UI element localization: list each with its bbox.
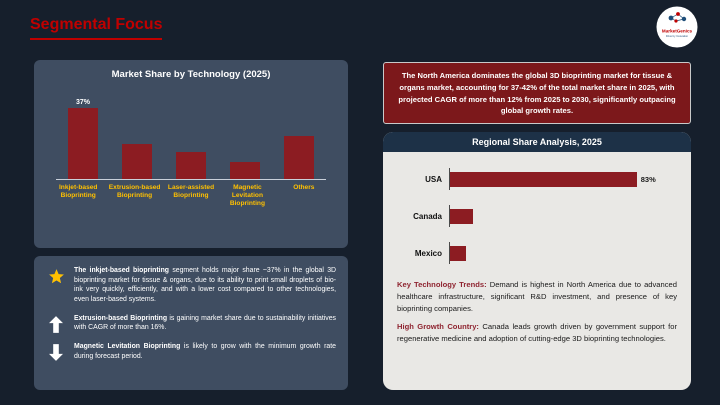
insight-item: Magnetic Levitation Bioprinting is likel… <box>46 342 336 361</box>
logo-circle <box>656 6 698 48</box>
bar-track <box>449 242 675 264</box>
bar-1 <box>68 107 98 179</box>
page-title: Segmental Focus <box>30 16 163 40</box>
star-icon <box>46 266 66 305</box>
bar-data-label: 83% <box>640 174 656 184</box>
region-label: USA <box>425 174 442 184</box>
chart-column <box>218 92 272 179</box>
insight-body: is likely to grow with the minimum growt… <box>74 342 336 360</box>
note-body: Canada leads growth driven by government… <box>397 322 678 344</box>
category-label: Others <box>293 184 315 191</box>
bar-usa <box>450 171 637 187</box>
bar-2 <box>122 144 152 179</box>
chart-column <box>110 92 164 179</box>
bar-5 <box>284 136 314 179</box>
arrow-up-icon <box>46 314 66 333</box>
insight-lead: Magnetic Levitation Bioprinting <box>74 342 181 350</box>
insight-lead: Extrusion-based Bioprinting <box>74 314 168 322</box>
category-label: Laser-assisted Bioprinting <box>167 184 215 199</box>
insight-text: Extrusion-based Bioprinting is gaining m… <box>74 314 336 333</box>
insights-panel: The inkjet-based bioprinting segment hol… <box>34 256 348 390</box>
regional-bar-row: Canada <box>393 205 675 227</box>
insight-item: The inkjet-based bioprinting segment hol… <box>46 266 336 305</box>
north-america-callout: The North America dominates the global 3… <box>383 62 691 124</box>
regional-notes: Key Technology Trends: Demand is highest… <box>397 279 677 345</box>
category-label: Magnetic Levitation Bioprinting <box>229 184 265 207</box>
insight-body: is gaining market share due to sustainab… <box>74 314 337 332</box>
bar-track: 83% <box>449 168 675 190</box>
insight-lead: The inkjet-based bioprinting <box>74 267 170 274</box>
insight-text: The inkjet-based bioprinting segment hol… <box>74 266 336 305</box>
regional-bar-row: Mexico <box>393 242 675 264</box>
region-label: Mexico <box>414 248 442 258</box>
region-label: Canada <box>413 211 442 221</box>
note-lead: High Growth Country: <box>397 322 479 332</box>
insight-body: segment holds major share ~37% in the gl… <box>74 267 336 303</box>
note-item: Key Technology Trends: Demand is highest… <box>397 279 677 314</box>
tech-chart-category-labels: Inkjet-based Bioprinting Extrusion-based … <box>50 184 332 208</box>
bar-track <box>449 205 675 227</box>
bar-canada <box>450 208 473 224</box>
bar-mexico <box>450 245 466 261</box>
tech-chart-plot: 37% <box>56 92 326 180</box>
bar-4 <box>230 161 260 179</box>
tech-share-chart-panel: Market Share by Technology (2025) 37% In… <box>34 60 348 248</box>
tech-chart-title: Market Share by Technology (2025) <box>111 69 271 80</box>
chart-column: 37% <box>56 92 110 179</box>
category-label: Inkjet-based Bioprinting <box>58 184 98 199</box>
regional-chart-title: Regional Share Analysis, 2025 <box>383 132 691 152</box>
category-label: Extrusion-based Bioprinting <box>108 184 161 199</box>
insight-text: Magnetic Levitation Bioprinting is likel… <box>74 342 336 361</box>
regional-bar-row: USA 83% <box>393 168 675 190</box>
note-lead: Key Technology Trends: <box>397 280 487 289</box>
bar-3 <box>176 151 206 179</box>
company-logo: MarketGenics Drive by Innovation <box>656 6 698 48</box>
note-item: High Growth Country: Canada leads growth… <box>397 321 677 345</box>
logo-brand-text: MarketGenics <box>662 29 693 34</box>
chart-column <box>164 92 218 179</box>
logo-tagline-text: Drive by Innovation <box>666 34 689 38</box>
insight-item: Extrusion-based Bioprinting is gaining m… <box>46 314 336 333</box>
bar-data-label: 37% <box>75 98 90 106</box>
arrow-down-icon <box>46 342 66 361</box>
chart-column <box>272 92 326 179</box>
regional-analysis-panel: Regional Share Analysis, 2025 USA 83% Cana… <box>383 132 691 390</box>
note-body: Demand is highest in North America due t… <box>397 280 678 313</box>
regional-chart-plot: USA 83% Canada Mexico <box>393 168 675 264</box>
